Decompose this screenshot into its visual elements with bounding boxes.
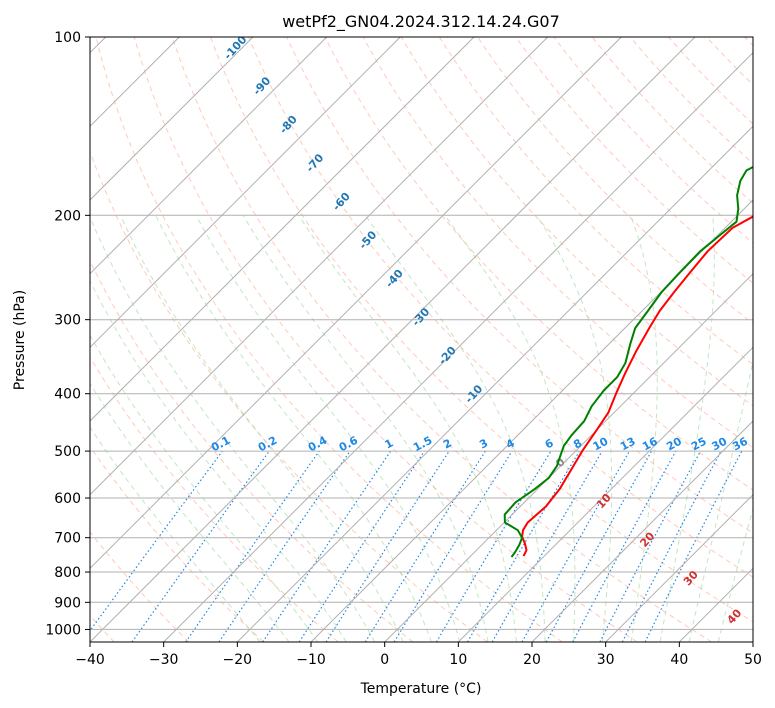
moist-adiabat-line (536, 215, 613, 642)
mixing-ratio-line (218, 450, 351, 642)
mixing-ratio-line (298, 450, 425, 642)
mixing-ratio-label: 25 (689, 435, 709, 454)
dry-adiabat-line (515, 37, 753, 284)
x-tick-label: −20 (223, 652, 253, 668)
mixing-ratio-label: 36 (730, 435, 750, 454)
moist-adiabat-line (242, 215, 489, 642)
moist-adiabat-line (90, 279, 347, 642)
mixing-ratio-lines (90, 450, 743, 642)
mixing-ratio-line (545, 450, 653, 642)
isotherm-gridlines (90, 37, 753, 642)
dry-adiabat-line (400, 37, 753, 407)
y-tick-label: 400 (54, 387, 81, 403)
moist-adiabat-line (659, 215, 715, 642)
x-tick-label: 50 (744, 652, 762, 668)
moist-adiabat-line (717, 506, 753, 642)
x-tick-label: 0 (380, 652, 389, 668)
isotherm-line (531, 420, 753, 642)
isotherm-line (90, 37, 622, 570)
mixing-ratio-label: 20 (664, 435, 684, 454)
mixing-ratio-line (325, 450, 450, 642)
x-tick-label: 40 (670, 652, 688, 668)
mixing-ratio-line (521, 450, 631, 642)
y-tick-label: 700 (54, 531, 81, 547)
isotherm-line (236, 125, 753, 642)
isotherm-line (310, 199, 753, 642)
y-tick-label: 900 (54, 595, 81, 611)
mixing-ratio-line (393, 450, 513, 642)
dry-adiabat-line (171, 37, 712, 642)
x-axis-label: Temperature (°C) (360, 681, 482, 697)
mixing-ratio-line (131, 450, 270, 642)
isotherm-line (90, 37, 401, 349)
y-tick-label: 1000 (45, 622, 81, 638)
moist-adiabat-line (155, 215, 432, 642)
moist-adiabat-line (630, 215, 658, 642)
x-tick-label: 10 (449, 652, 467, 668)
dry-adiabat-line (90, 356, 339, 642)
dry-adiabat-line (248, 37, 753, 578)
sounding-traces (503, 165, 753, 558)
dry-adiabat-line (90, 150, 488, 642)
plot-area: -100-90-80-70-60-50-40-30-20-10 01020304… (90, 37, 753, 642)
isotherm-line (384, 272, 753, 642)
y-axis-label: Pressure (hPa) (12, 290, 28, 390)
isotherm-line (90, 37, 696, 642)
x-tick-label: −30 (149, 652, 179, 668)
moist-adiabat-line (444, 215, 576, 642)
y-axis-ticks: 100 200 300 400 500 600 700 800 900 1000 (45, 30, 90, 638)
mixing-ratio-label: 13 (618, 435, 638, 454)
dry-adiabat-line (90, 445, 264, 642)
mixing-ratio-line (90, 450, 223, 632)
y-tick-label: 200 (54, 208, 81, 224)
moist-adiabat-line (90, 334, 319, 642)
mixing-ratio-line (185, 450, 320, 642)
isotherm-line (90, 37, 328, 275)
temperature-trace (521, 215, 753, 557)
isotherm-line (90, 37, 549, 496)
x-tick-label: −10 (296, 652, 326, 668)
mixing-ratio-line (644, 450, 743, 642)
isotherm-line (457, 346, 753, 642)
dewpoint-trace (503, 165, 753, 558)
mixing-ratio-label: 10 (591, 435, 611, 454)
isotherm-line (605, 493, 753, 642)
mixing-ratio-label: 16 (640, 435, 660, 454)
x-tick-label: −40 (75, 652, 105, 668)
x-tick-label: 30 (597, 652, 615, 668)
dry-adiabat-line (90, 531, 190, 642)
y-tick-label: 100 (54, 30, 81, 46)
y-tick-label: 500 (54, 444, 81, 460)
moist-adiabat-line (298, 215, 517, 642)
x-axis-ticks: −40 −30 −20 −10 0 10 20 30 40 50 (75, 642, 762, 668)
y-tick-label: 600 (54, 491, 81, 507)
isotherm-line (163, 51, 753, 642)
dry-adiabat-line (438, 37, 753, 366)
chart-title: wetPf2_GN04.2024.312.14.24.G07 (282, 12, 560, 32)
moist-adiabat-line (364, 215, 546, 642)
isotherm-line (90, 37, 254, 201)
moist-adiabats (90, 215, 753, 642)
moist-adiabat-line (120, 215, 404, 642)
y-tick-label: 800 (54, 565, 81, 581)
mixing-ratio-label: 30 (710, 435, 730, 454)
moist-adiabat-line (90, 215, 376, 642)
mixing-ratio-line (572, 450, 677, 642)
isotherm-line (90, 37, 475, 422)
mixing-ratio-line (262, 450, 392, 642)
moist-adiabat-line (688, 358, 753, 642)
x-tick-label: 20 (523, 652, 541, 668)
isobar-gridlines (90, 37, 753, 630)
moist-adiabat-line (195, 215, 461, 642)
plot-frame (89, 36, 754, 643)
moist-adiabat-line (90, 426, 261, 642)
dry-adiabat-line (95, 37, 563, 642)
y-tick-label: 300 (54, 313, 81, 329)
